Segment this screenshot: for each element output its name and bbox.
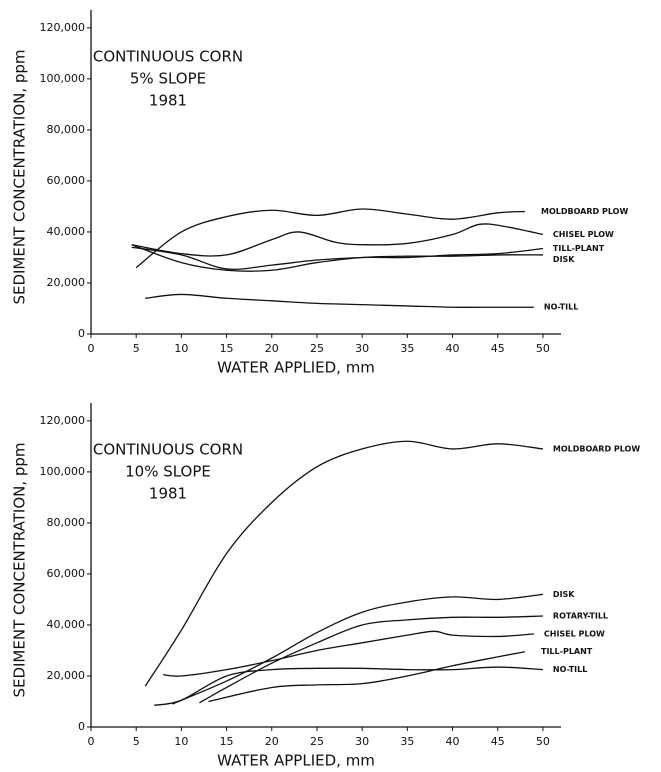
x-tick-label: 45	[491, 342, 505, 355]
chart-title: CONTINUOUS CORN	[93, 48, 243, 66]
series-line	[208, 651, 525, 703]
x-tick-label: 15	[220, 735, 234, 748]
series-line	[172, 593, 543, 705]
x-tick-label: 10	[174, 735, 188, 748]
y-tick-label: 80,000	[47, 516, 86, 529]
y-tick-label: 40,000	[47, 225, 86, 238]
series-label: DISK	[553, 590, 575, 599]
series-line	[131, 223, 544, 257]
y-tick-label: 0	[78, 720, 85, 733]
x-tick-label: 35	[400, 735, 414, 748]
y-tick-label: 80,000	[47, 123, 86, 136]
series-label: CHISEL PLOW	[553, 230, 614, 239]
y-axis-label: SEDIMENT CONCENTRATION, ppm	[11, 442, 29, 697]
y-tick-label: 20,000	[47, 276, 86, 289]
x-tick-label: 0	[88, 342, 95, 355]
series-label: NO-TILL	[553, 665, 587, 674]
series-label: CHISEL PLOW	[544, 629, 605, 638]
x-tick-label: 40	[446, 342, 460, 355]
chart-title: CONTINUOUS CORN	[93, 441, 243, 459]
x-tick-label: 50	[536, 735, 550, 748]
series-line	[163, 630, 534, 677]
series-label: TILL-PLANT	[553, 244, 605, 253]
x-tick-label: 5	[133, 342, 140, 355]
series-label: DISK	[553, 255, 575, 264]
x-tick-label: 35	[400, 342, 414, 355]
series-label: NO-TILL	[544, 303, 578, 312]
series-line	[154, 666, 543, 706]
x-tick-label: 50	[536, 342, 550, 355]
chart-title: 1981	[149, 92, 187, 110]
series-line	[144, 440, 543, 687]
x-tick-label: 10	[174, 342, 188, 355]
y-tick-label: 60,000	[47, 567, 86, 580]
y-axis-label: SEDIMENT CONCENTRATION, ppm	[11, 49, 29, 304]
series-line	[145, 293, 534, 308]
y-tick-label: 100,000	[40, 72, 86, 85]
series-line	[131, 244, 543, 272]
x-tick-label: 0	[88, 735, 95, 748]
x-tick-label: 20	[265, 342, 279, 355]
chart-title: 10% SLOPE	[125, 463, 211, 481]
x-tick-label: 45	[491, 735, 505, 748]
x-axis-label: WATER APPLIED, mm	[217, 359, 375, 377]
series-label: MOLDBOARD PLOW	[541, 207, 628, 216]
x-tick-label: 25	[310, 342, 324, 355]
x-tick-label: 20	[265, 735, 279, 748]
series-line	[199, 615, 543, 704]
x-tick-label: 5	[133, 735, 140, 748]
y-tick-label: 100,000	[40, 465, 86, 478]
series-label: ROTARY-TILL	[553, 612, 608, 621]
x-tick-label: 25	[310, 735, 324, 748]
y-tick-label: 40,000	[47, 618, 86, 631]
y-tick-label: 120,000	[40, 414, 86, 427]
series-label: MOLDBOARD PLOW	[553, 444, 640, 453]
x-tick-label: 15	[220, 342, 234, 355]
chart-title: 1981	[149, 485, 187, 503]
y-tick-label: 0	[78, 327, 85, 340]
y-tick-label: 120,000	[40, 21, 86, 34]
x-tick-label: 30	[355, 342, 369, 355]
y-tick-label: 20,000	[47, 669, 86, 682]
chart-title: 5% SLOPE	[130, 70, 206, 88]
x-tick-label: 30	[355, 735, 369, 748]
series-label: TILL-PLANT	[541, 647, 593, 656]
x-axis-label: WATER APPLIED, mm	[217, 752, 375, 770]
series-line	[135, 208, 525, 269]
series-line	[131, 246, 543, 270]
x-tick-label: 40	[446, 735, 460, 748]
y-tick-label: 60,000	[47, 174, 86, 187]
